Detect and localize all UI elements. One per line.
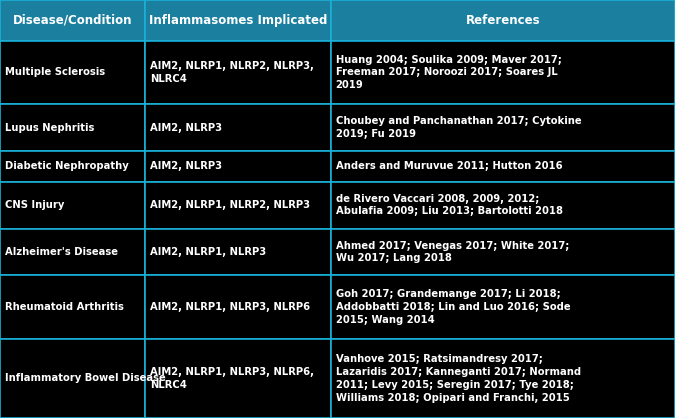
Text: Choubey and Panchanathan 2017; Cytokine
2019; Fu 2019: Choubey and Panchanathan 2017; Cytokine …	[335, 116, 581, 139]
Bar	[0, 41, 145, 104]
Bar	[145, 151, 331, 182]
Bar	[0, 151, 145, 182]
Text: AIM2, NLRP1, NLRP2, NLRP3: AIM2, NLRP1, NLRP2, NLRP3	[150, 200, 310, 210]
Bar	[0, 182, 145, 229]
Text: Anders and Muruvue 2011; Hutton 2016: Anders and Muruvue 2011; Hutton 2016	[335, 161, 562, 171]
Bar	[331, 104, 675, 151]
Text: Rheumatoid Arthritis: Rheumatoid Arthritis	[5, 302, 124, 312]
Text: AIM2, NLRP1, NLRP3: AIM2, NLRP1, NLRP3	[150, 247, 266, 257]
Bar	[145, 104, 331, 151]
Bar	[0, 229, 145, 275]
Text: de Rivero Vaccari 2008, 2009, 2012;
Abulafia 2009; Liu 2013; Bartolotti 2018: de Rivero Vaccari 2008, 2009, 2012; Abul…	[335, 194, 563, 217]
Bar	[0, 104, 145, 151]
Text: AIM2, NLRP3: AIM2, NLRP3	[150, 122, 222, 133]
Text: Alzheimer's Disease: Alzheimer's Disease	[5, 247, 118, 257]
Bar	[331, 229, 675, 275]
Bar	[331, 0, 675, 41]
Text: Diabetic Nephropathy: Diabetic Nephropathy	[5, 161, 129, 171]
Text: AIM2, NLRP3: AIM2, NLRP3	[150, 161, 222, 171]
Bar	[145, 0, 331, 41]
Text: Multiple Sclerosis: Multiple Sclerosis	[5, 67, 105, 77]
Bar	[145, 229, 331, 275]
Text: AIM2, NLRP1, NLRP3, NLRP6,
NLRC4: AIM2, NLRP1, NLRP3, NLRP6, NLRC4	[150, 367, 314, 390]
Text: Inflammatory Bowel Disease: Inflammatory Bowel Disease	[5, 373, 166, 383]
Bar	[0, 275, 145, 339]
Text: Disease/Condition: Disease/Condition	[13, 14, 132, 27]
Text: Vanhove 2015; Ratsimandresy 2017;
Lazaridis 2017; Kanneganti 2017; Normand
2011;: Vanhove 2015; Ratsimandresy 2017; Lazari…	[335, 354, 581, 403]
Bar	[0, 0, 145, 41]
Bar	[331, 151, 675, 182]
Bar	[331, 339, 675, 418]
Bar	[145, 275, 331, 339]
Text: CNS Injury: CNS Injury	[5, 200, 64, 210]
Text: Ahmed 2017; Venegas 2017; White 2017;
Wu 2017; Lang 2018: Ahmed 2017; Venegas 2017; White 2017; Wu…	[335, 241, 569, 263]
Text: Goh 2017; Grandemange 2017; Li 2018;
Addobbatti 2018; Lin and Luo 2016; Sode
201: Goh 2017; Grandemange 2017; Li 2018; Add…	[335, 289, 570, 325]
Text: Huang 2004; Soulika 2009; Maver 2017;
Freeman 2017; Noroozi 2017; Soares JL
2019: Huang 2004; Soulika 2009; Maver 2017; Fr…	[335, 55, 562, 90]
Text: AIM2, NLRP1, NLRP2, NLRP3,
NLRC4: AIM2, NLRP1, NLRP2, NLRP3, NLRC4	[150, 61, 314, 84]
Text: Lupus Nephritis: Lupus Nephritis	[5, 122, 94, 133]
Bar	[331, 182, 675, 229]
Bar	[145, 339, 331, 418]
Bar	[331, 275, 675, 339]
Text: References: References	[466, 14, 540, 27]
Text: AIM2, NLRP1, NLRP3, NLRP6: AIM2, NLRP1, NLRP3, NLRP6	[150, 302, 310, 312]
Bar	[331, 41, 675, 104]
Bar	[145, 41, 331, 104]
Bar	[145, 182, 331, 229]
Text: Inflammasomes Implicated: Inflammasomes Implicated	[148, 14, 327, 27]
Bar	[0, 339, 145, 418]
